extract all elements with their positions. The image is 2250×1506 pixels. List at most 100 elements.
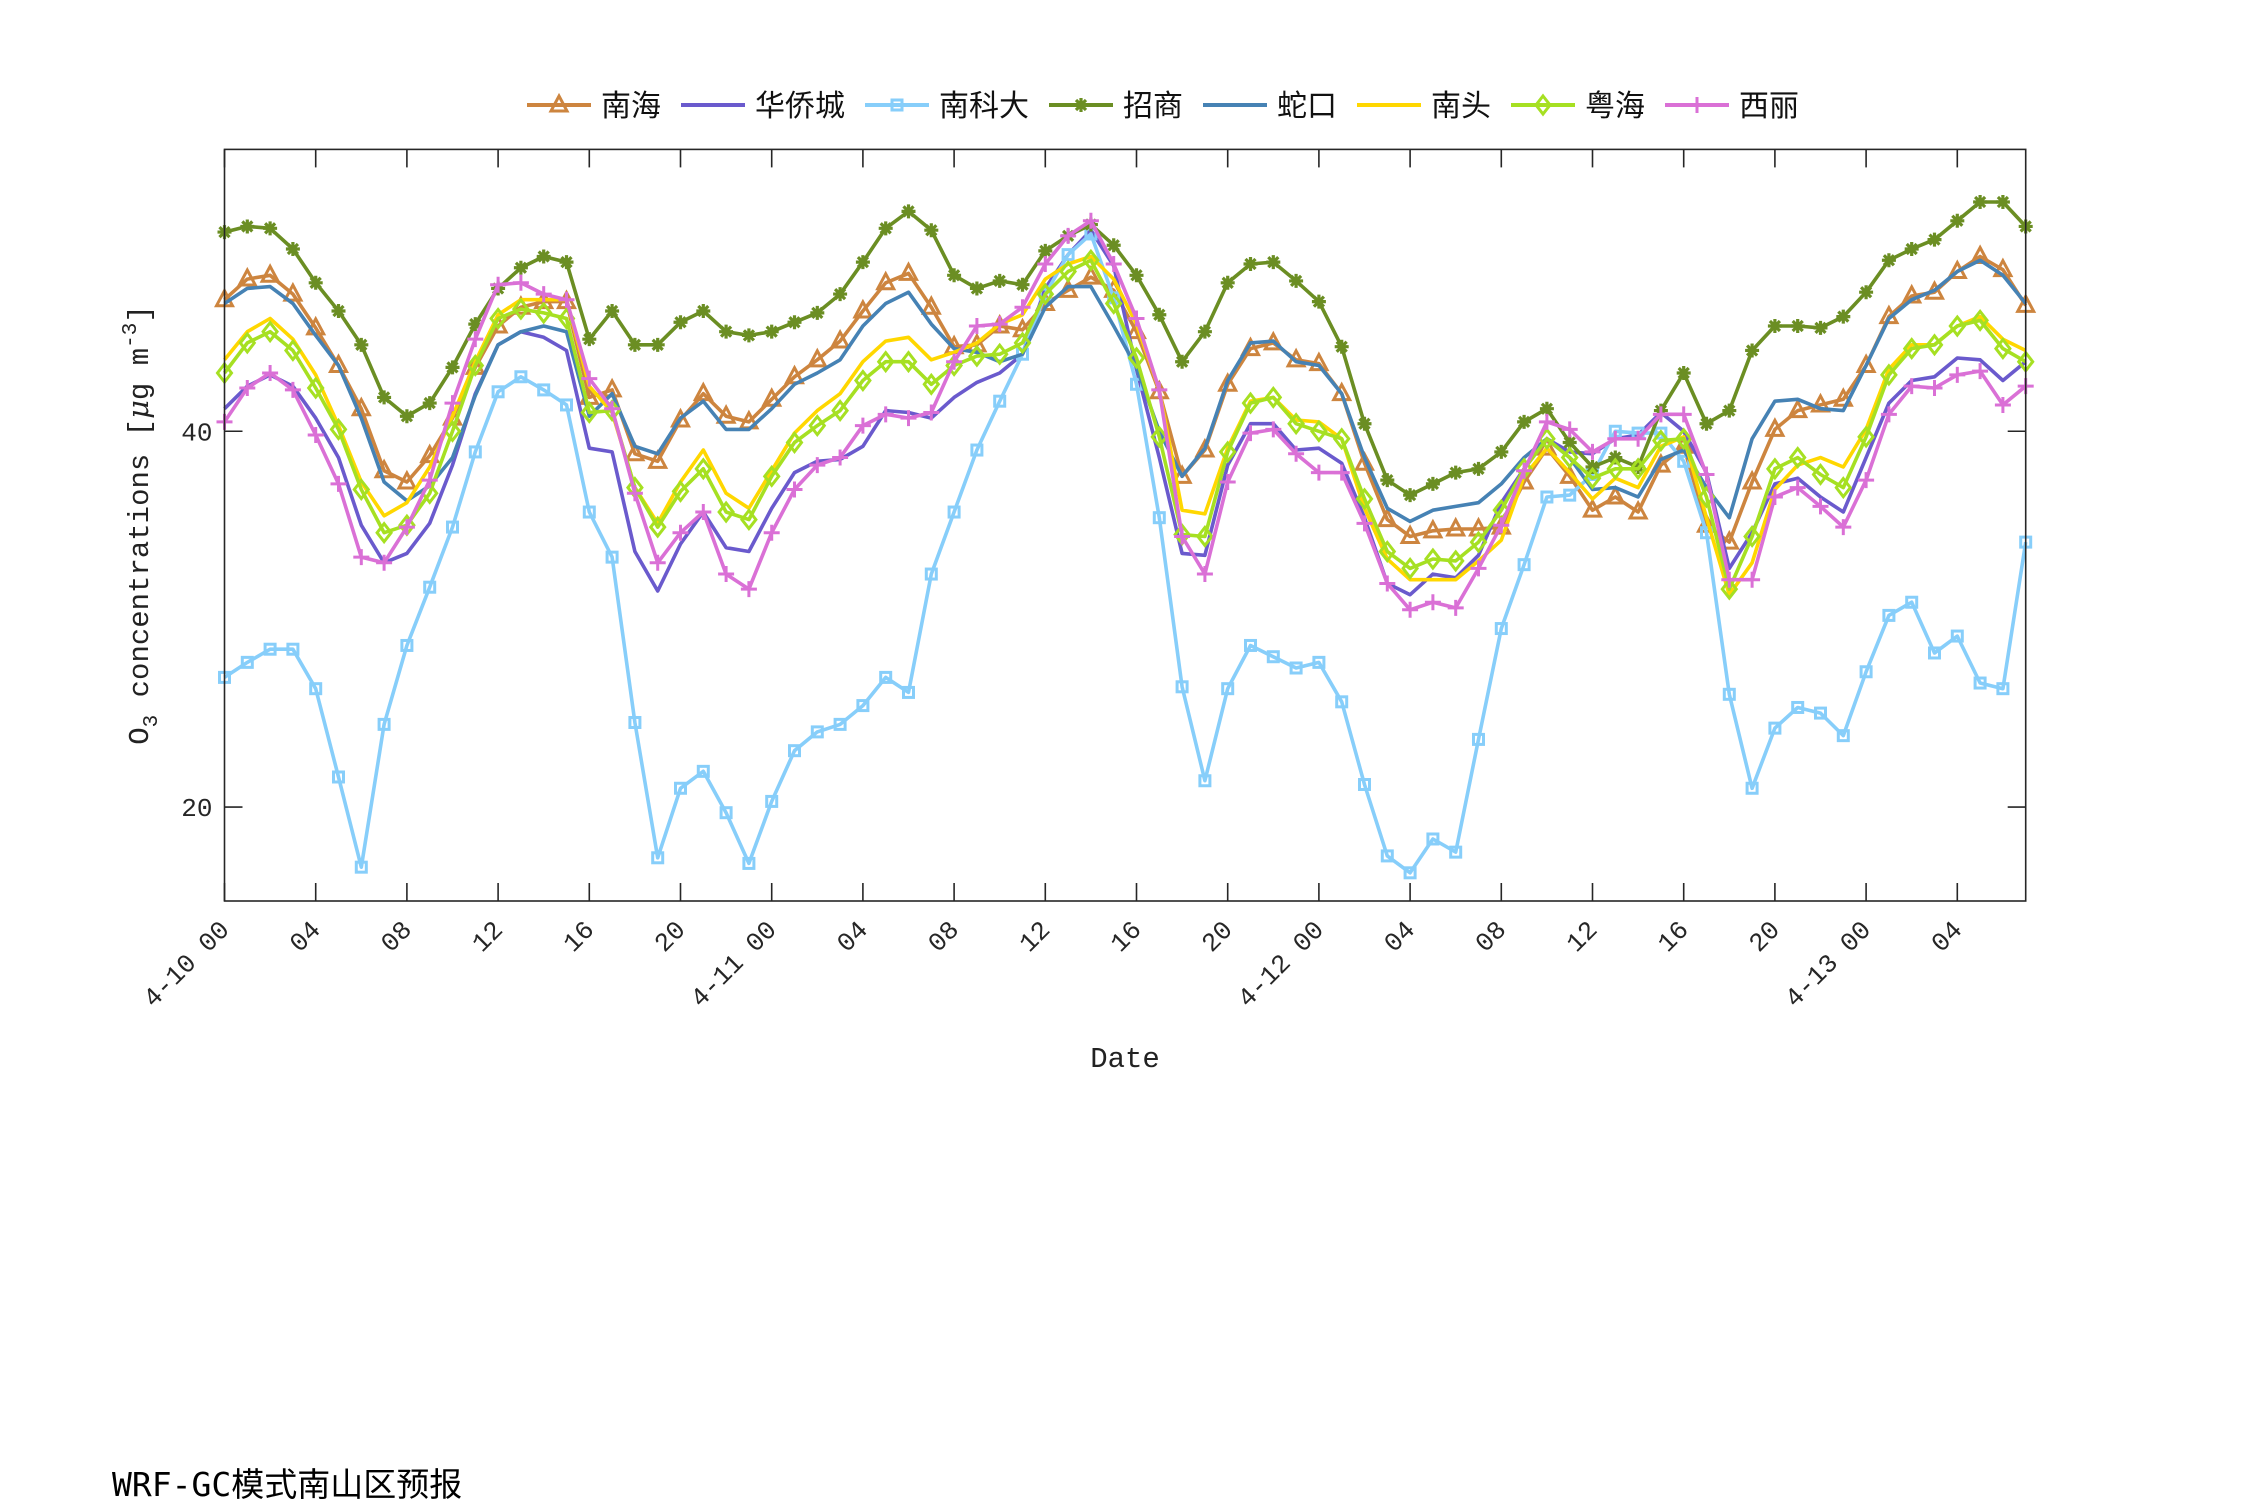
data-point xyxy=(968,318,985,335)
data-point xyxy=(829,328,851,349)
data-point xyxy=(1470,560,1487,577)
data-point xyxy=(1150,425,1169,449)
data-point xyxy=(967,344,986,368)
data-point xyxy=(624,441,646,462)
data-point xyxy=(1311,294,1326,309)
data-point xyxy=(1790,319,1805,334)
data-point xyxy=(1882,608,1896,622)
data-point xyxy=(1722,687,1736,701)
forecast-title: WRF-GC模式南山区预报 xyxy=(112,1465,463,1504)
series-8 xyxy=(216,212,2034,618)
data-point xyxy=(468,317,483,332)
data-point xyxy=(1904,241,1919,256)
data-point xyxy=(489,307,508,330)
data-point xyxy=(739,508,758,532)
data-point xyxy=(1949,366,1966,383)
data-point xyxy=(1744,571,1761,588)
data-point xyxy=(1927,232,1942,247)
data-point xyxy=(1013,331,1032,355)
data-point xyxy=(512,274,529,291)
data-point xyxy=(468,445,482,459)
data-point xyxy=(332,770,345,784)
data-point xyxy=(1582,497,1603,518)
data-point xyxy=(352,478,371,501)
data-point xyxy=(810,305,825,320)
data-point xyxy=(605,550,619,564)
data-point xyxy=(991,316,1008,333)
data-point xyxy=(1859,285,1874,300)
data-point xyxy=(673,315,688,330)
data-point xyxy=(283,339,302,362)
data-point xyxy=(1627,499,1649,520)
data-point xyxy=(993,394,1007,408)
data-point xyxy=(1493,517,1510,534)
legend-item: 西丽 xyxy=(1665,89,1799,124)
data-point xyxy=(511,297,530,321)
legend-label: 粤海 xyxy=(1585,89,1645,124)
x-tick-label: 12 xyxy=(466,915,509,958)
data-point xyxy=(672,524,689,541)
x-tick-label: 16 xyxy=(558,915,601,958)
data-point xyxy=(627,337,642,352)
data-point xyxy=(1583,466,1602,490)
data-point xyxy=(922,372,941,396)
y-label-sub: 3 xyxy=(141,715,164,728)
x-tick-label: 4-13 00 xyxy=(1779,915,1877,1013)
legend-label: 蛇口 xyxy=(1277,89,1337,124)
data-point xyxy=(647,449,669,469)
data-point xyxy=(329,417,348,441)
data-point xyxy=(309,682,323,696)
legend-item: 南科大 xyxy=(865,89,1029,124)
data-point xyxy=(1060,227,1077,244)
data-point xyxy=(537,383,551,397)
data-point xyxy=(1061,248,1075,262)
y-label-base: O xyxy=(124,727,157,744)
data-point xyxy=(854,417,871,434)
data-point xyxy=(1354,451,1375,471)
data-point xyxy=(1082,212,1099,229)
legend-label: 南头 xyxy=(1431,89,1491,124)
data-point xyxy=(1971,308,1990,332)
x-tick-label: 20 xyxy=(1743,915,1786,958)
data-point xyxy=(1926,380,1943,397)
legend-item: 粤海 xyxy=(1511,89,1645,124)
data-point xyxy=(902,685,915,699)
data-point xyxy=(1834,476,1853,500)
data-point xyxy=(1994,396,2011,413)
data-point xyxy=(1310,464,1327,481)
data-point xyxy=(535,286,552,303)
data-point xyxy=(285,241,300,256)
series-line xyxy=(223,254,2027,597)
data-point xyxy=(1129,268,1144,283)
data-point xyxy=(1358,778,1371,792)
series-6 xyxy=(223,254,2027,597)
data-point xyxy=(1563,488,1577,502)
data-point xyxy=(719,324,734,339)
data-point xyxy=(1494,444,1509,459)
data-point xyxy=(1950,213,1965,228)
data-point xyxy=(762,464,781,488)
data-point xyxy=(1835,519,1852,536)
data-point xyxy=(1402,601,1419,618)
data-point xyxy=(238,331,257,355)
data-point xyxy=(1905,595,1919,609)
data-point xyxy=(1289,661,1303,675)
data-point xyxy=(1674,427,1693,451)
data-point xyxy=(514,370,528,384)
data-point xyxy=(1768,721,1782,735)
data-point xyxy=(308,275,323,290)
data-point xyxy=(1789,479,1806,496)
data-point xyxy=(263,642,277,656)
y-axis-label: O3 concentrations [μg m-3] xyxy=(120,305,164,745)
data-point xyxy=(1379,575,1396,592)
data-point xyxy=(1973,195,1988,210)
data-point xyxy=(400,638,414,652)
x-tick-label: 04 xyxy=(831,915,874,958)
data-point xyxy=(1242,425,1259,442)
data-point xyxy=(764,324,779,339)
data-point xyxy=(239,380,256,397)
data-point xyxy=(761,387,783,407)
data-point xyxy=(1765,457,1784,481)
data-point xyxy=(696,764,710,778)
data-point xyxy=(559,255,574,270)
